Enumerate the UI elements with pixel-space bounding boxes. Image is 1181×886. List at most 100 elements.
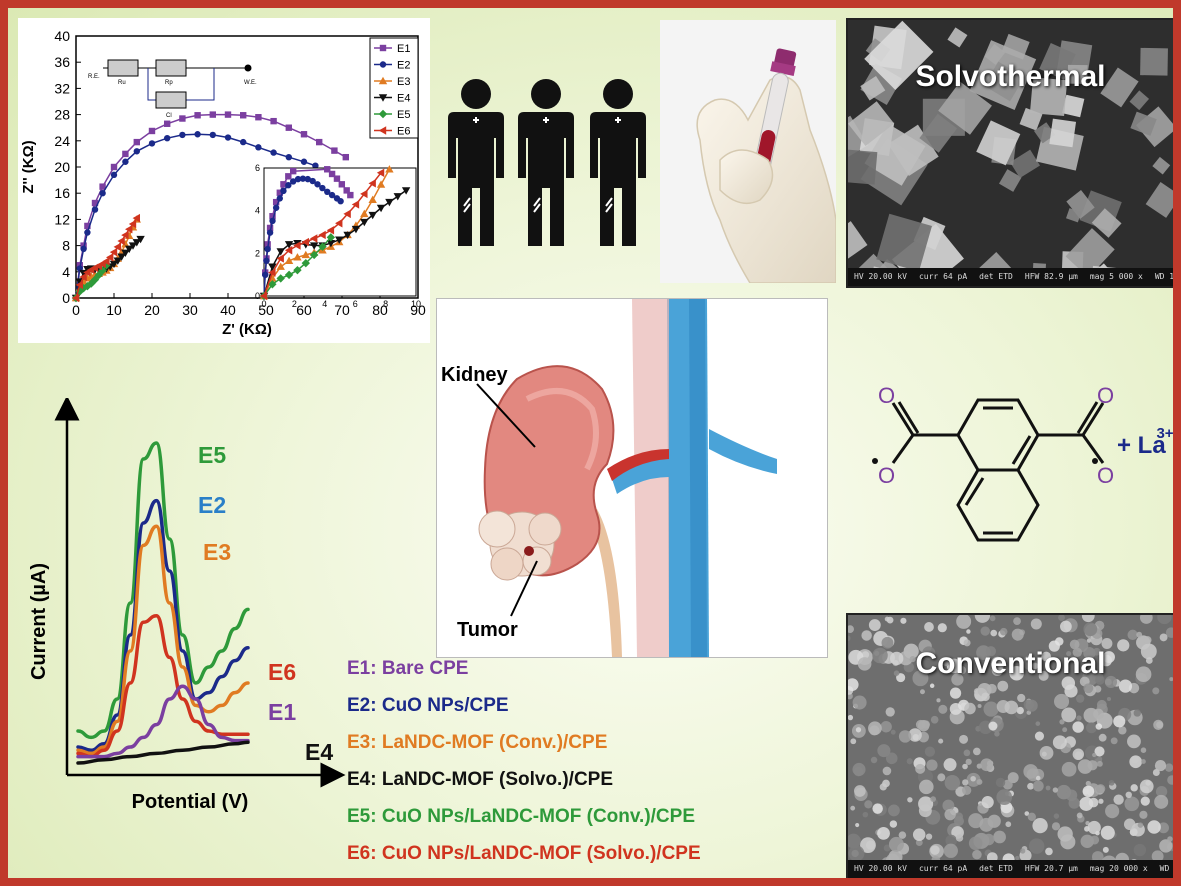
nyquist-legend: E1 E2 E3 E4 E5 E6 [369,37,419,139]
x-axis-label: Potential (V) [132,791,249,813]
data-point [293,241,301,250]
y-axis-label: Current (µA) [28,563,50,680]
oxygen-label: O [878,463,895,488]
peak-label-e4: E4 [305,739,333,765]
ndc-ligand-structure: O O O O + La 3+ [823,378,1173,578]
sem-info-field: mag 20 000 x [1089,864,1148,873]
data-point [224,111,232,118]
data-point [280,181,287,188]
data-point [284,246,293,255]
data-point [293,253,302,261]
data-point [128,219,137,229]
terminal-we [244,64,252,72]
data-point [385,165,394,173]
data-point [148,127,156,135]
circuit-label: W.E. [244,80,257,86]
inset-x-tick-label: 8 [383,299,388,309]
y-tick-label: 16 [54,185,70,201]
data-point [255,114,262,121]
data-point [379,61,387,68]
oxygen-label: O [1097,383,1114,408]
voltammogram-chart: Potential (V) Current (µA) E5 E2 E3 E6 E1 E4 [28,395,346,813]
data-point [360,189,368,199]
data-point [132,239,141,247]
data-point [102,257,110,266]
sem-image-conventional: Conventional HV 20.00 kV curr 64 pA det ET… [846,613,1173,878]
data-point [164,120,171,127]
data-point [224,134,232,141]
legend-label: E3 [397,76,410,88]
data-point [110,163,118,171]
lanthanum-charge-label: 3+ [1156,425,1173,442]
sem-info-field: HV 20.00 kV [854,272,907,281]
data-point [343,187,350,194]
dpv-curve-e1 [76,684,250,759]
peak-label-e6: E6 [268,659,296,685]
data-point [338,181,346,188]
data-point [91,206,99,213]
electrode-legend: E1: Bare CPE E2: CuO NPs/CPE E3: LaNDC-MOF… [343,658,843,878]
x-tick-label: 20 [144,302,160,318]
data-point [379,44,387,52]
data-point [91,199,99,207]
data-point [316,138,323,146]
data-point [71,293,80,303]
data-point [378,94,388,102]
legend-label: E2 [397,60,410,72]
y-axis-label: Z'' (KΩ) [20,140,37,193]
data-point [132,213,140,223]
data-point [269,217,276,225]
data-point [294,175,302,183]
data-point [98,266,107,275]
data-point [314,181,321,188]
data-point [318,242,327,251]
y-tick-label: 8 [62,238,70,254]
data-point [333,175,341,182]
y-tick-label: 4 [62,264,70,280]
data-point [368,195,377,203]
circuit-label: Rp [165,80,173,86]
data-point [299,175,307,182]
data-point [209,111,216,118]
data-point [309,234,318,243]
data-point [84,222,91,230]
data-point [378,76,388,85]
data-point [337,197,344,205]
inset-x-tick-label: 6 [353,299,358,309]
legend-item-e5: E5: CuO NPs/LaNDC-MOF (Conv.)/CPE [347,806,695,827]
sem-info-field: det ETD [979,272,1013,281]
data-point [133,148,140,155]
sem-info-bar: HV 20.00 kV curr 64 pA det ETD HFW 20.7 µm m… [848,860,1173,878]
data-point [276,189,284,196]
legend-item-e1: E1: Bare CPE [347,658,469,679]
y-tick-label: 20 [54,159,70,175]
sem-info-field: HV 20.00 kV [854,864,907,873]
data-point [240,112,247,119]
data-point [109,247,118,257]
x-tick-label: 40 [220,302,236,318]
series-e6 [71,213,140,303]
data-point [318,230,326,240]
data-point [326,233,336,242]
data-point [122,158,129,165]
dpv-curve-e4 [76,740,250,765]
data-point [148,140,156,147]
data-point [276,274,285,283]
data-point [80,245,87,253]
data-point [401,187,411,195]
circuit-label: Cl [166,113,172,119]
inset-x-tick-label: 10 [411,299,421,309]
circuit-label: Ru [118,80,126,86]
sem-info-field: WD 10.3 mm [1159,864,1173,873]
data-point [284,256,294,264]
person-icon [590,79,646,246]
inset-y-tick-label: 4 [255,206,260,216]
data-point [276,254,284,263]
data-point [360,209,369,218]
voltammogram-panel: Potential (V) Current (µA) E5 E2 E3 E6 E1 E4 [23,395,353,828]
peak-label-e1: E1 [268,699,296,725]
data-point [328,170,336,178]
lanthanum-ion-label: + La [1117,432,1166,459]
sem-image-solvothermal: Solvothermal HV 20.00 kV curr 64 pA det ET… [846,18,1173,288]
